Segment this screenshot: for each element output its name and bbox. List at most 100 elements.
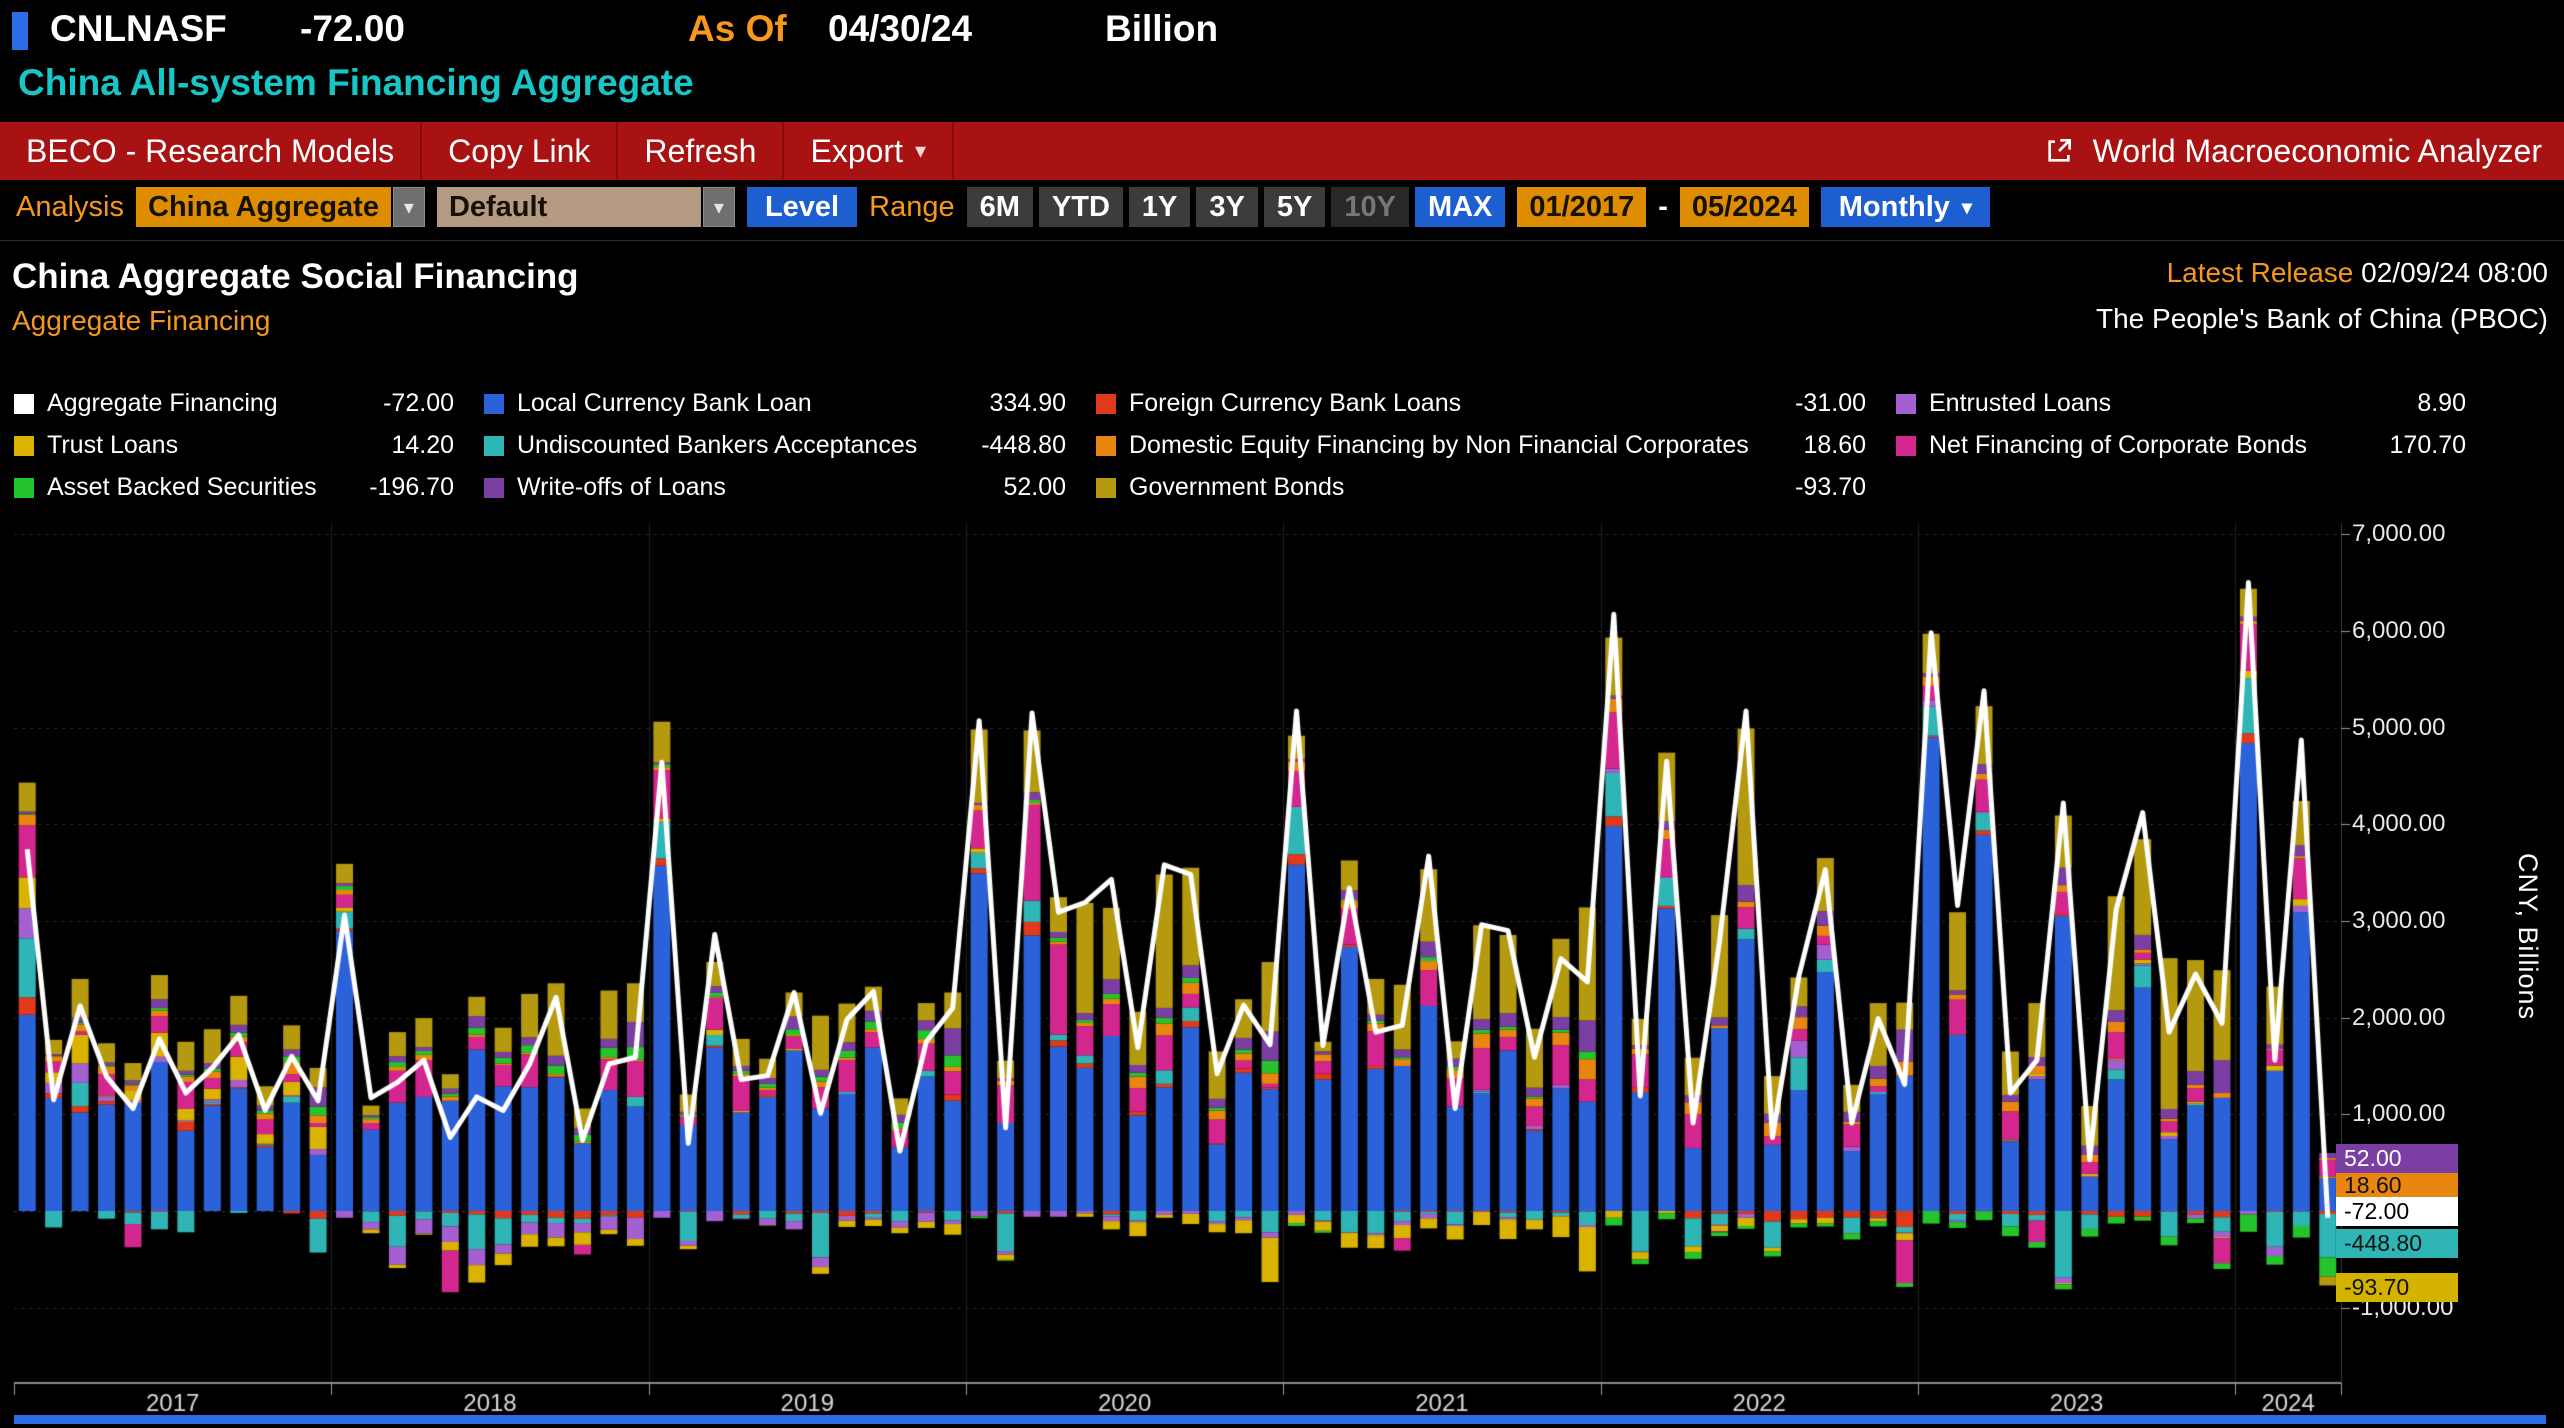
legend-value: 8.90 — [2417, 389, 2466, 418]
legend-item-foreign-currency-bank-loans[interactable]: Foreign Currency Bank Loans -31.00 — [1096, 389, 1896, 418]
legend-label: Aggregate Financing — [47, 389, 278, 418]
chart-title: China Aggregate Social Financing — [12, 257, 579, 297]
legend-item-domestic-equity-financing-by-non-financial-corporates[interactable]: Domestic Equity Financing by Non Financi… — [1096, 431, 1896, 460]
legend-item-aggregate-financing[interactable]: Aggregate Financing -72.00 — [14, 389, 484, 418]
legend-item-net-financing-of-corporate-bonds[interactable]: Net Financing of Corporate Bonds 170.70 — [1896, 431, 2496, 460]
legend-label: Undiscounted Bankers Acceptances — [517, 431, 917, 460]
legend-item-entrusted-loans[interactable]: Entrusted Loans 8.90 — [1896, 389, 2496, 418]
analysis-dropdown-value: China Aggregate — [136, 187, 391, 227]
chart-legend: Aggregate Financing -72.00 Local Currency … — [14, 389, 2496, 502]
app-title: World Macroeconomic Analyzer — [2093, 133, 2542, 170]
preset-dropdown[interactable]: Default ▾ — [437, 187, 735, 227]
y-axis-title: CNY, Billions — [2512, 853, 2543, 1020]
range-button-1y[interactable]: 1Y — [1129, 187, 1190, 227]
legend-value: 18.60 — [1803, 431, 1866, 460]
chart-area: 7,000.006,000.005,000.004,000.003,000.00… — [0, 503, 2564, 1428]
legend-swatch — [14, 436, 34, 456]
legend-item-undiscounted-bankers-acceptances[interactable]: Undiscounted Bankers Acceptances -448.80 — [484, 431, 1096, 460]
legend-label: Entrusted Loans — [1929, 389, 2111, 418]
legend-value: 334.90 — [990, 389, 1066, 418]
y-axis-tick-label: 2,000.00 — [2352, 1004, 2512, 1032]
range-label: Range — [869, 191, 954, 224]
menu-beco-research-models[interactable]: BECO - Research Models — [0, 122, 422, 180]
chevron-down-icon[interactable]: ▾ — [393, 187, 425, 227]
bloomberg-terminal-window: CNLNASF -72.00 As Of 04/30/24 Billion Ch… — [0, 0, 2564, 1428]
y-axis-tick-label: 1,000.00 — [2352, 1100, 2512, 1128]
range-buttons: 6MYTD1Y3Y5Y10YMAX — [967, 187, 1506, 227]
menubar-right: World Macroeconomic Analyzer — [2043, 122, 2564, 180]
legend-label: Foreign Currency Bank Loans — [1129, 389, 1461, 418]
latest-release-label: Latest Release — [2167, 257, 2354, 288]
last-value-badge: -448.80 — [2336, 1229, 2458, 1258]
legend-value: -448.80 — [981, 431, 1066, 460]
range-button-ytd[interactable]: YTD — [1039, 187, 1123, 227]
legend-label: Write-offs of Loans — [517, 473, 726, 502]
range-button-3y[interactable]: 3Y — [1196, 187, 1257, 227]
last-value-badge: -93.70 — [2336, 1273, 2458, 1302]
security-header: CNLNASF -72.00 As Of 04/30/24 Billion Ch… — [0, 0, 2564, 122]
chevron-down-icon: ▾ — [1962, 195, 1972, 220]
bottom-scrollbar[interactable] — [14, 1415, 2546, 1424]
range-button-6m[interactable]: 6M — [967, 187, 1033, 227]
y-axis-tick-label: 5,000.00 — [2352, 714, 2512, 742]
chart-canvas[interactable] — [0, 503, 2564, 1428]
external-link-icon[interactable] — [2043, 135, 2075, 167]
date-to-field[interactable]: 05/2024 — [1680, 187, 1809, 227]
legend-label: Asset Backed Securities — [47, 473, 317, 502]
legend-item-trust-loans[interactable]: Trust Loans14.20 — [14, 431, 484, 460]
analysis-label: Analysis — [16, 191, 124, 224]
legend-swatch — [14, 478, 34, 498]
level-button[interactable]: Level — [747, 187, 857, 227]
chevron-down-icon[interactable]: ▾ — [703, 187, 735, 227]
legend-label: Government Bonds — [1129, 473, 1344, 502]
as-of-label: As Of — [688, 8, 787, 50]
chart-panel: China Aggregate Social Financing Aggrega… — [0, 240, 2564, 1428]
legend-item-government-bonds[interactable]: Government Bonds-93.70 — [1096, 473, 1896, 502]
legend-label: Net Financing of Corporate Bonds — [1929, 431, 2307, 460]
chart-toolbar: Analysis China Aggregate ▾ Default ▾ Lev… — [0, 184, 2564, 230]
last-value-badge: 52.00 — [2336, 1144, 2458, 1173]
legend-item-write-offs-of-loans[interactable]: Write-offs of Loans 52.00 — [484, 473, 1096, 502]
y-axis-tick-label: 4,000.00 — [2352, 810, 2512, 838]
range-button-5y[interactable]: 5Y — [1264, 187, 1325, 227]
preset-dropdown-value: Default — [437, 187, 701, 227]
legend-value: -31.00 — [1795, 389, 1866, 418]
legend-swatch — [1896, 394, 1916, 414]
legend-value: 52.00 — [1003, 473, 1066, 502]
legend-label: Domestic Equity Financing by Non Financi… — [1129, 431, 1749, 460]
menu-copy-link[interactable]: Copy Link — [422, 122, 618, 180]
analysis-dropdown[interactable]: China Aggregate ▾ — [136, 187, 425, 227]
legend-swatch — [1096, 436, 1116, 456]
latest-release-value: 02/09/24 08:00 — [2361, 257, 2548, 288]
legend-swatch — [14, 394, 34, 414]
last-value-badge: -72.00 — [2336, 1197, 2458, 1226]
frequency-value: Monthly — [1839, 191, 1950, 224]
y-axis-tick-label: 6,000.00 — [2352, 617, 2512, 645]
frequency-dropdown[interactable]: Monthly ▾ — [1821, 187, 1990, 227]
legend-item-local-currency-bank-loan[interactable]: Local Currency Bank Loan 334.90 — [484, 389, 1096, 418]
chart-subtitle: Aggregate Financing — [12, 305, 270, 337]
latest-release: Latest Release 02/09/24 08:00 — [2167, 257, 2548, 289]
legend-swatch — [1896, 436, 1916, 456]
security-description: China All-system Financing Aggregate — [18, 62, 694, 104]
date-from-field[interactable]: 01/2017 — [1517, 187, 1646, 227]
last-value-badge: 18.60 — [2336, 1171, 2458, 1200]
legend-swatch — [1096, 394, 1116, 414]
date-separator: - — [1658, 191, 1668, 224]
unit-label: Billion — [1105, 8, 1218, 50]
as-of-date: 04/30/24 — [828, 8, 972, 50]
legend-value: -196.70 — [369, 473, 454, 502]
legend-label: Trust Loans — [47, 431, 178, 460]
menu-export-label: Export — [810, 133, 902, 170]
ticker: CNLNASF — [50, 8, 227, 50]
legend-label: Local Currency Bank Loan — [517, 389, 812, 418]
range-button-max[interactable]: MAX — [1415, 187, 1505, 227]
legend-value: 170.70 — [2390, 431, 2466, 460]
legend-item-asset-backed-securities[interactable]: Asset Backed Securities -196.70 — [14, 473, 484, 502]
menu-refresh[interactable]: Refresh — [618, 122, 784, 180]
legend-value: -72.00 — [383, 389, 454, 418]
y-axis-tick-label: 7,000.00 — [2352, 520, 2512, 548]
menu-export[interactable]: Export ▾ — [784, 122, 954, 180]
security-color-chip — [12, 12, 28, 50]
legend-swatch — [1096, 478, 1116, 498]
